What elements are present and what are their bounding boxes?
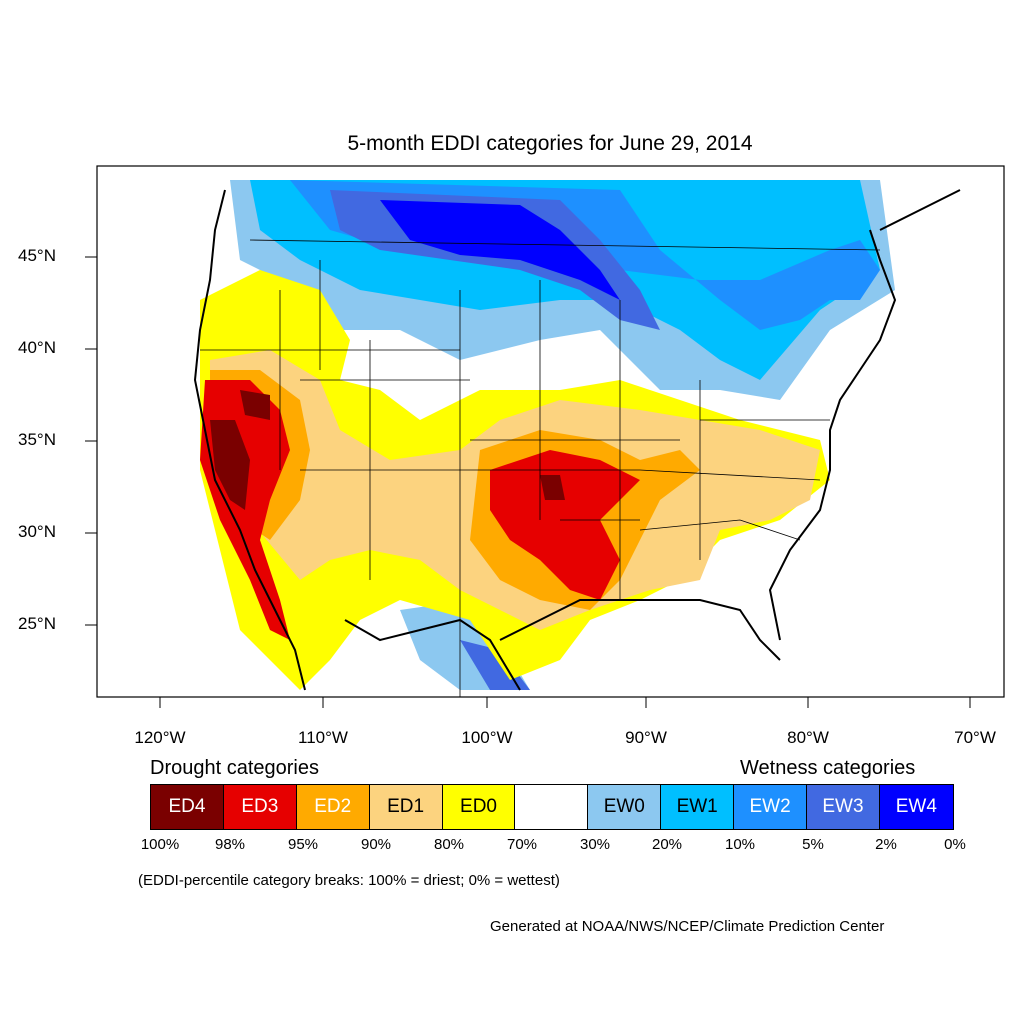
category-legend: ED4 ED3 ED2 ED1 ED0 EW0 EW1 EW2 EW3 EW4	[150, 784, 954, 830]
legend-swatch-ew2: EW2	[734, 785, 808, 829]
lat-label-45: 45°N	[18, 246, 56, 265]
coastline	[193, 189, 961, 691]
legend-swatch-ed2: ED2	[296, 785, 370, 829]
map-frame	[96, 165, 1005, 698]
lat-label-30: 30°N	[18, 522, 56, 541]
legend-label: ED2	[314, 796, 352, 817]
break-label: 90%	[360, 836, 392, 853]
legend-swatch-ed1: ED1	[369, 785, 443, 829]
map-title: 5-month EDDI categories for June 29, 201…	[347, 132, 753, 155]
category-breaks-note: (EDDI-percentile category breaks: 100% =…	[138, 872, 560, 889]
lon-label-90: 90°W	[625, 728, 667, 747]
lat-label-40: 40°N	[18, 338, 56, 357]
legend-label: EW2	[749, 796, 791, 817]
lon-label-120: 120°W	[134, 728, 186, 747]
lat-tick-marks	[85, 256, 97, 626]
break-label: 2%	[875, 836, 897, 853]
legend-swatch-ed4: ED4	[151, 785, 224, 829]
break-label: 20%	[651, 836, 683, 853]
lat-label-35: 35°N	[18, 430, 56, 449]
wet-ew4-north	[380, 200, 620, 300]
legend-label: EW0	[603, 796, 645, 817]
legend-label: EW1	[676, 796, 718, 817]
legend-label: ED1	[387, 796, 425, 817]
drought-categories-title: Drought categories	[150, 757, 319, 779]
break-label: 10%	[724, 836, 756, 853]
map-field	[193, 180, 961, 697]
lon-label-100: 100°W	[461, 728, 513, 747]
legend-swatch-ed3: ED3	[223, 785, 297, 829]
dry-ed4	[210, 390, 565, 510]
break-label: 0%	[944, 836, 966, 853]
break-label: 5%	[802, 836, 824, 853]
lon-label-80: 80°W	[787, 728, 829, 747]
break-label: 70%	[506, 836, 538, 853]
legend-label: ED0	[460, 796, 497, 817]
legend-swatch-ew3: EW3	[807, 785, 880, 829]
legend-swatch-neutral	[515, 785, 589, 829]
break-label: 98%	[214, 836, 246, 853]
lon-tick-marks	[159, 697, 971, 708]
legend-swatch-ew1: EW1	[661, 785, 735, 829]
legend-label: EW4	[895, 796, 937, 817]
legend-label: ED4	[168, 796, 206, 817]
break-label: 100%	[140, 836, 180, 853]
legend-label: ED3	[241, 796, 279, 817]
break-label: 80%	[433, 836, 465, 853]
lon-label-110: 110°W	[298, 728, 348, 747]
break-label: 95%	[287, 836, 319, 853]
legend-swatch-ew0: EW0	[588, 785, 662, 829]
break-label: 30%	[579, 836, 611, 853]
lat-label-25: 25°N	[18, 614, 56, 633]
lon-label-70: 70°W	[954, 728, 996, 747]
wetness-categories-title: Wetness categories	[740, 757, 916, 779]
legend-swatch-ed0: ED0	[442, 785, 516, 829]
legend-swatch-ew4: EW4	[879, 785, 953, 829]
state-borders	[200, 239, 881, 697]
credit-line: Generated at NOAA/NWS/NCEP/Climate Predi…	[490, 918, 885, 935]
legend-label: EW3	[822, 796, 864, 817]
